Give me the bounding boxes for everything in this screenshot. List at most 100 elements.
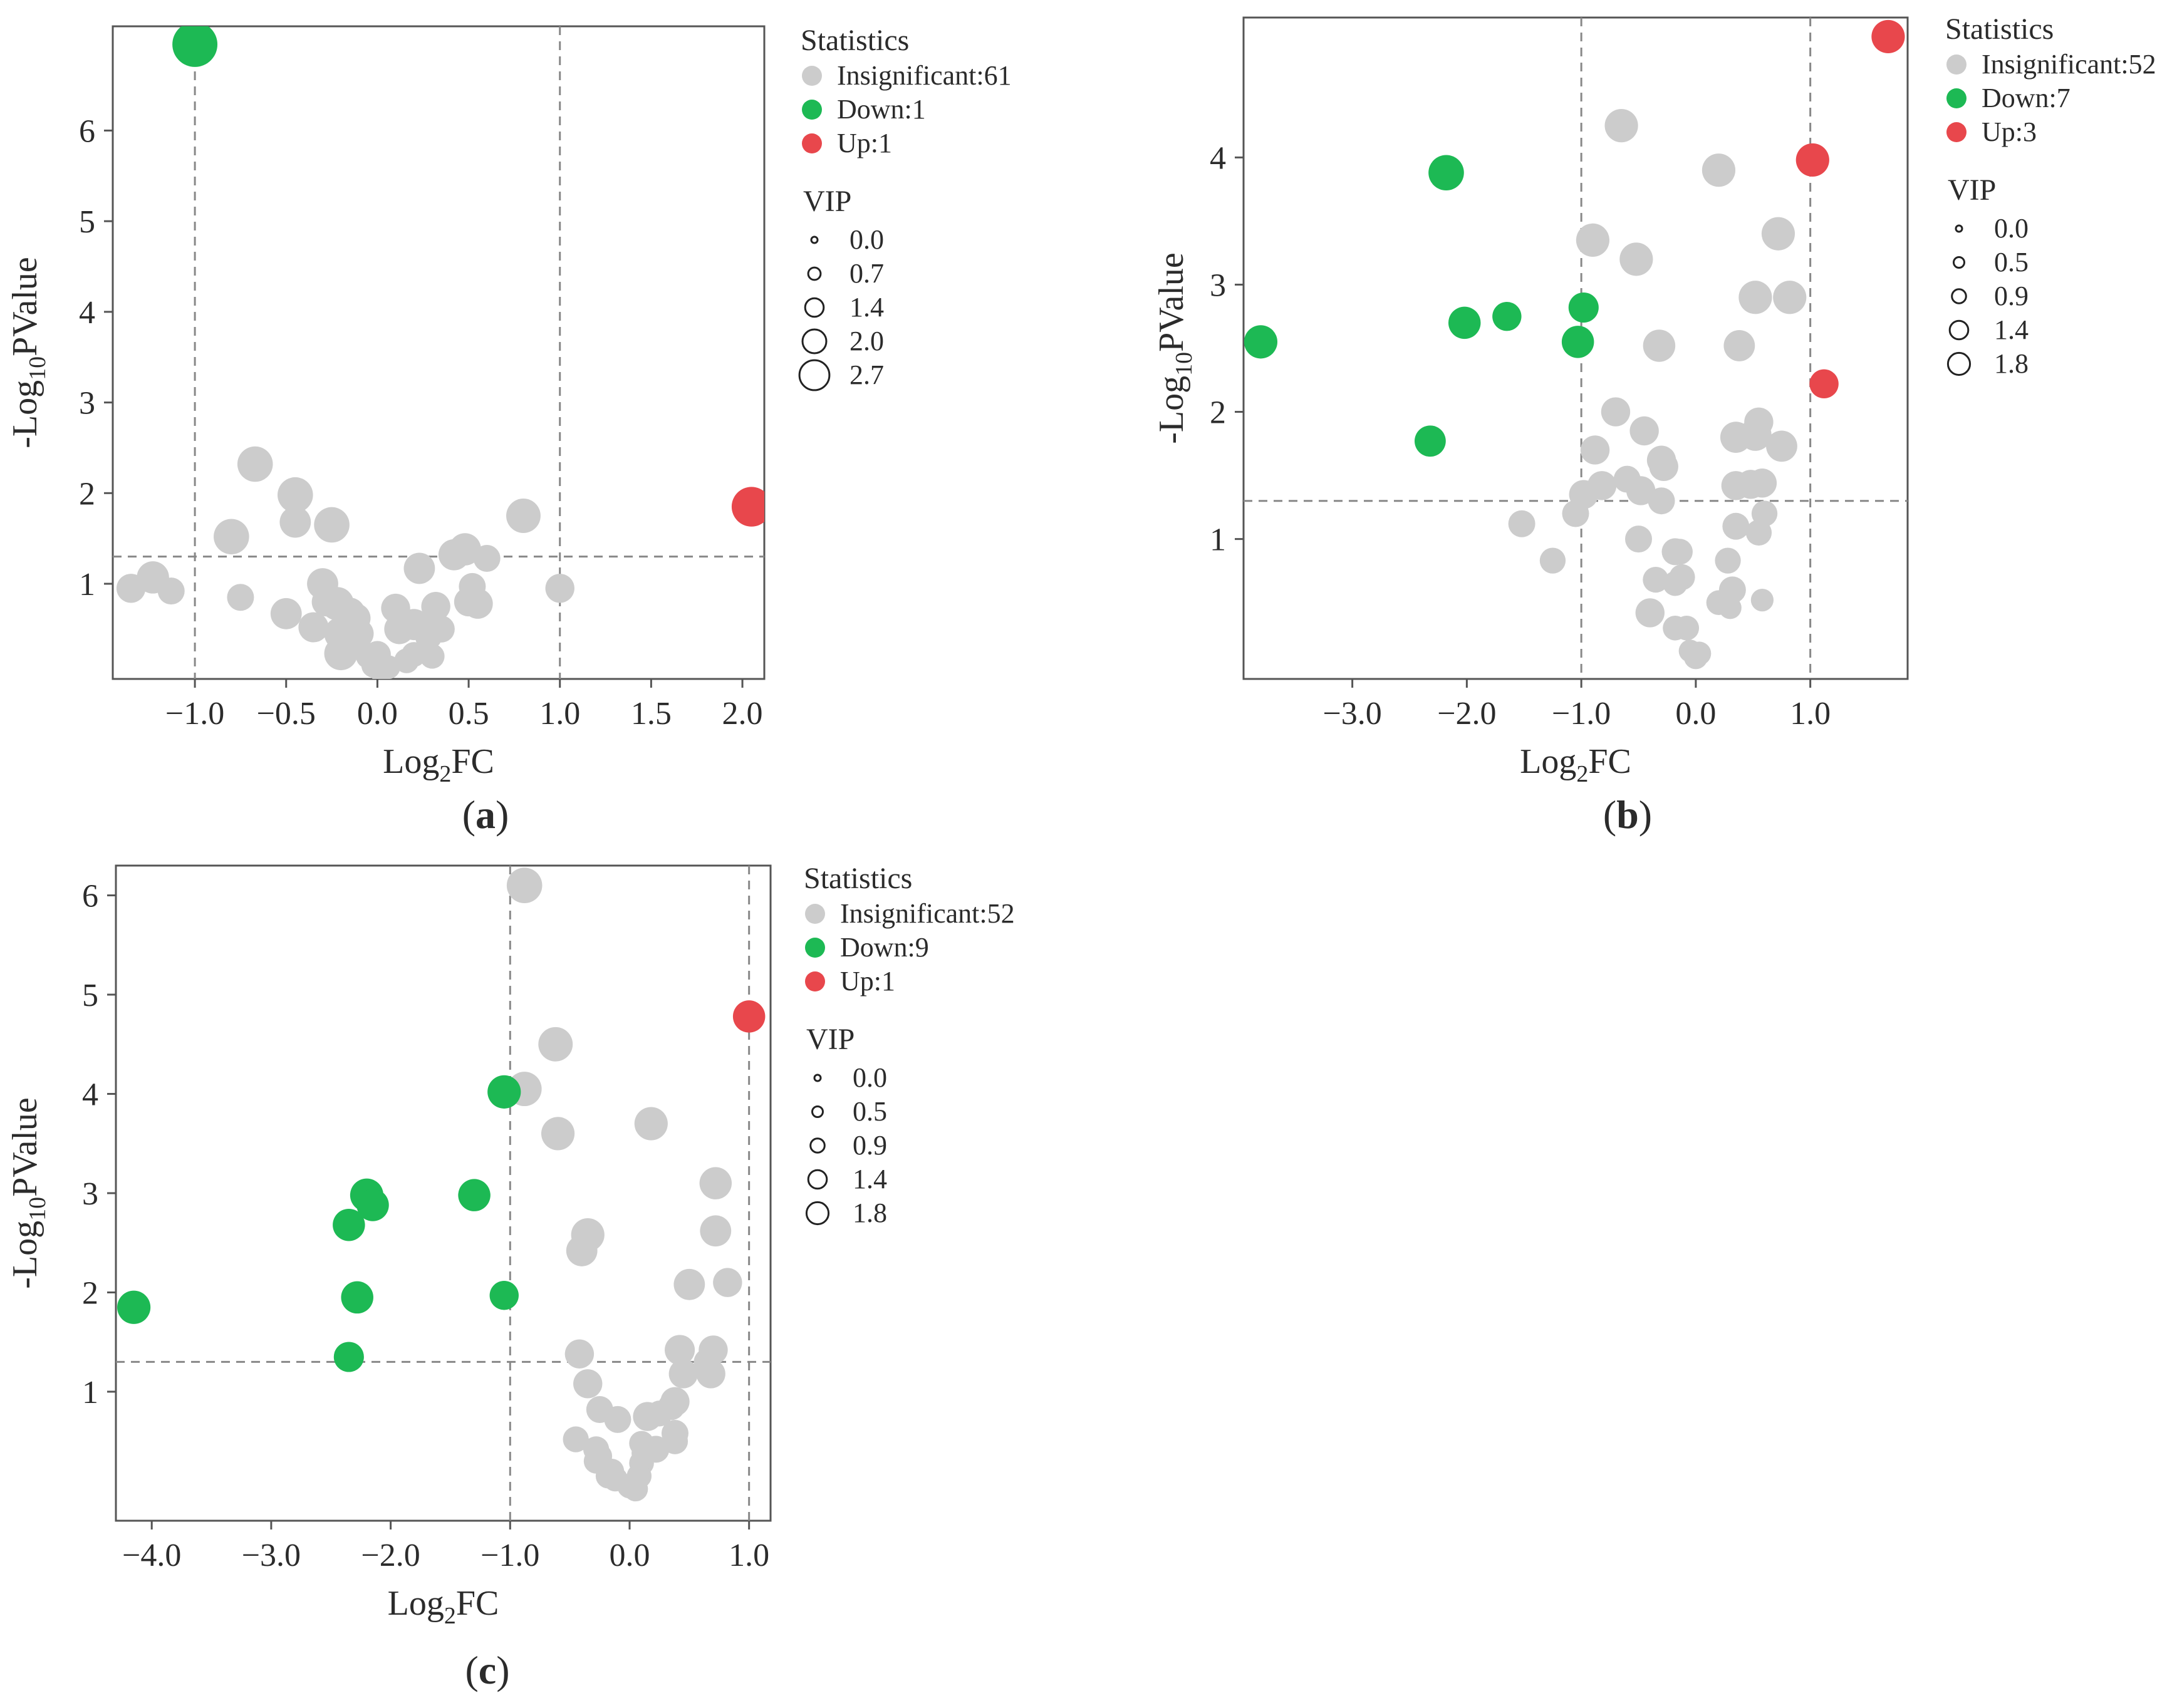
legend-marker-up	[805, 971, 825, 991]
data-point-up	[731, 487, 764, 527]
legend-stats-entry: Up:1	[840, 966, 895, 996]
legend-vip-marker	[801, 328, 828, 355]
legend-stats-title: Statistics	[1945, 13, 2054, 46]
legend-marker-insignificant	[1946, 54, 1967, 75]
legend-stats-entry: Insignificant:61	[837, 60, 1012, 91]
y-tick-label: 1	[82, 1375, 98, 1410]
data-point-insignificant	[1635, 598, 1665, 628]
legend-stats-entry: Up:1	[837, 128, 892, 158]
data-point-insignificant	[403, 552, 435, 584]
y-axis-title: -Log10PValue	[6, 257, 51, 448]
data-point-insignificant	[1747, 468, 1777, 498]
y-tick-label: 1	[1210, 522, 1226, 558]
legend-stats-title: Statistics	[801, 24, 909, 57]
legend-vip-entry: 0.5	[853, 1096, 887, 1127]
data-point-insignificant	[545, 574, 574, 603]
data-point-insignificant	[449, 533, 481, 566]
data-point-insignificant	[1773, 281, 1807, 314]
data-point-insignificant	[566, 1235, 598, 1266]
data-point-insignificant	[1539, 547, 1566, 574]
legend-vip-marker	[807, 1169, 828, 1190]
legend-vip-marker	[811, 1105, 824, 1118]
data-point-insignificant	[1718, 596, 1742, 619]
data-point-insignificant	[1626, 476, 1656, 505]
y-tick-label: 2	[1210, 395, 1226, 431]
legend-stats-entry: Down:9	[840, 932, 929, 963]
data-point-insignificant	[668, 1359, 698, 1389]
x-tick-label: −3.0	[242, 1538, 301, 1573]
points-layer	[117, 867, 766, 1502]
data-point-insignificant	[538, 1027, 573, 1062]
legend-stats-entry: Down:7	[1982, 83, 2070, 113]
data-point-down	[489, 1281, 519, 1310]
data-point-down	[458, 1179, 491, 1211]
data-point-insignificant	[237, 446, 273, 482]
legend-vip-marker	[809, 1137, 826, 1154]
data-point-insignificant	[506, 499, 541, 533]
legend-marker-down	[1946, 88, 1967, 108]
y-tick-label: 1	[79, 567, 95, 603]
legend-vip-entry: 1.4	[853, 1164, 887, 1194]
y-tick-label: 6	[82, 879, 98, 914]
data-point-insignificant	[298, 612, 329, 643]
legend-marker-insignificant	[805, 904, 825, 924]
legend-vip-marker	[813, 1074, 822, 1082]
x-tick-label: 1.0	[539, 696, 580, 732]
data-point-insignificant	[420, 644, 445, 669]
data-point-insignificant	[604, 1405, 631, 1433]
y-axis-title: -Log10PValue	[1152, 252, 1197, 444]
x-tick-label: −0.5	[257, 696, 316, 732]
legend-stats-entry: Down:1	[837, 94, 926, 125]
legend-vip-title: VIP	[803, 185, 851, 218]
legend-vip-marker	[1951, 288, 1967, 304]
x-tick-label: 0.5	[449, 696, 489, 732]
legend-vip-marker	[805, 1201, 830, 1226]
panel-label: (b)	[1603, 792, 1652, 837]
legend-vip-entry: 1.4	[1994, 314, 2029, 345]
data-point-insignificant	[1745, 519, 1772, 546]
data-point-insignificant	[1625, 525, 1653, 553]
y-tick-label: 6	[79, 113, 95, 149]
data-point-insignificant	[1761, 217, 1795, 251]
data-point-insignificant	[427, 615, 455, 643]
legend-vip-marker	[810, 235, 819, 244]
legend-vip-marker	[798, 359, 831, 391]
legend-vip-title: VIP	[806, 1023, 855, 1056]
x-axis-title: Log2FC	[1520, 742, 1631, 787]
x-tick-label: −4.0	[122, 1538, 181, 1573]
data-point-insignificant	[462, 588, 493, 619]
data-point-insignificant	[506, 867, 543, 903]
points-layer	[116, 26, 764, 679]
legend-vip-entry: 0.0	[849, 224, 884, 255]
x-tick-label: 1.5	[631, 696, 672, 732]
data-point-insignificant	[1648, 487, 1675, 515]
data-point-insignificant	[1739, 418, 1772, 451]
legend-vip-marker	[804, 297, 825, 318]
data-point-down	[333, 1208, 365, 1241]
data-point-insignificant	[564, 1339, 595, 1369]
data-point-insignificant	[116, 574, 146, 603]
data-point-insignificant	[696, 1359, 725, 1389]
y-tick-label: 3	[79, 386, 95, 422]
data-point-insignificant	[1576, 223, 1610, 257]
legend-vip-marker	[1955, 224, 1963, 233]
legend-vip-entry: 0.5	[1994, 247, 2029, 277]
data-point-insignificant	[623, 1476, 648, 1502]
y-tick-label: 4	[1210, 140, 1226, 176]
plot-frame	[1242, 16, 1909, 680]
legend-marker-up	[1946, 122, 1967, 142]
y-tick-label: 2	[79, 476, 95, 512]
data-point-insignificant	[713, 1268, 742, 1297]
data-point-insignificant	[1683, 645, 1708, 670]
data-point-insignificant	[157, 577, 185, 605]
data-point-down	[1244, 325, 1278, 359]
data-point-insignificant	[1643, 566, 1669, 593]
legend-vip-entry: 0.9	[1994, 281, 2029, 311]
data-point-insignificant	[634, 1107, 668, 1141]
plot-frame	[112, 25, 766, 680]
x-tick-label: −2.0	[361, 1538, 420, 1573]
x-tick-label: −1.0	[1552, 696, 1611, 732]
data-point-insignificant	[214, 519, 249, 555]
x-tick-label: −1.0	[165, 696, 224, 732]
x-tick-label: 0.0	[1675, 696, 1716, 732]
